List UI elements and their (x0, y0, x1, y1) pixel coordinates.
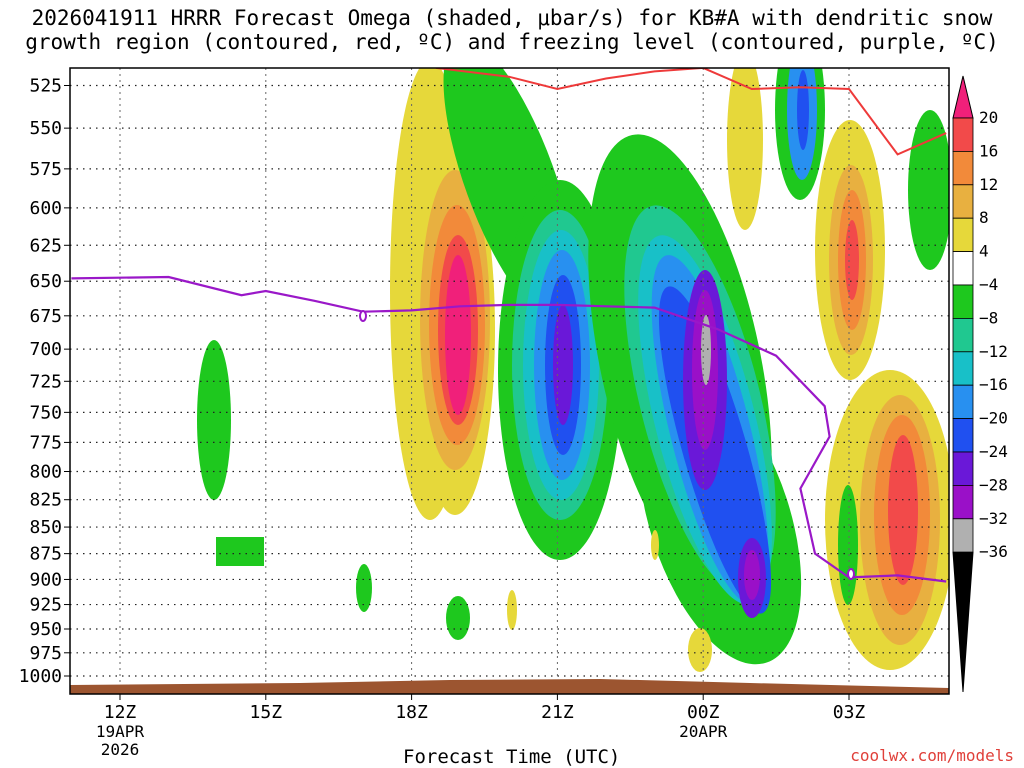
omega-cell-box (216, 537, 264, 566)
title-line-2: growth region (contoured, red, ºC) and f… (25, 30, 999, 54)
y-tick-label: 800 (29, 462, 62, 483)
grid-layer (70, 68, 949, 694)
x-tick-date: 20APR (679, 722, 728, 741)
colorbar: 20 16 12 8 4 −4 −8 −12 −16 −20 −24 −28 −32 −36 (952, 75, 1008, 693)
x-tick-date: 19APR (96, 722, 145, 741)
omega-descent-28-lower (744, 550, 760, 600)
axes-layer: 525 550 575 600 625 650 675 700 725 750 775 800 825 8… (19, 67, 950, 759)
y-tick-label: 700 (29, 339, 62, 360)
y-tick-label: 900 (29, 569, 62, 590)
y-tick-label: 925 (29, 595, 62, 616)
colorbar-bottom-cap (952, 551, 974, 693)
contour-layer (70, 68, 949, 694)
omega-cell-yellow-tiny (651, 530, 659, 560)
omega-ascent-late-upper-16 (845, 220, 859, 300)
omega-cell-03Z (838, 485, 858, 605)
x-axis-label: Forecast Time (UTC) (403, 746, 621, 768)
omega-shading-layer (197, 68, 949, 672)
colorbar-label: −8 (979, 308, 998, 327)
colorbar-label: −28 (979, 475, 1008, 494)
y-tick-label: 675 (29, 306, 62, 327)
omega-cell-17Z (356, 564, 372, 612)
y-tick-label: 575 (29, 159, 62, 180)
colorbar-swatch (952, 150, 974, 186)
colorbar-swatch (952, 351, 974, 386)
omega-ascent-upper-strip (727, 68, 763, 230)
colorbar-swatch (952, 484, 974, 520)
y-tick-label: 950 (29, 619, 62, 640)
y-tick-label: 1000 (19, 666, 62, 687)
colorbar-swatch (952, 284, 974, 319)
colorbar-label: −20 (979, 409, 1008, 428)
y-tick-label: 775 (29, 432, 62, 453)
omega-cell-14Z (197, 340, 231, 500)
freezing-level-label-marker-2 (847, 568, 855, 580)
y-tick-label: 625 (29, 235, 62, 256)
colorbar-label: 8 (979, 208, 989, 227)
y-tick-label: 600 (29, 198, 62, 219)
y-tick-label: 725 (29, 371, 62, 392)
colorbar-swatch (952, 384, 974, 420)
colorbar-swatch (952, 184, 974, 219)
x-tick-year: 2026 (101, 740, 140, 759)
colorbar-label: −32 (979, 509, 1008, 528)
x-tick-label: 15Z (250, 702, 283, 723)
freezing-level-contour (71, 275, 947, 583)
x-tick-label: 00Z (687, 702, 720, 723)
colorbar-label: −36 (979, 542, 1008, 561)
y-tick-label: 650 (29, 271, 62, 292)
colorbar-label: −24 (979, 442, 1008, 461)
colorbar-label: 20 (979, 108, 998, 127)
colorbar-label: −12 (979, 342, 1008, 361)
dgz-contour-red (435, 68, 947, 156)
colorbar-swatch (952, 317, 974, 353)
y-tick-label: 525 (29, 76, 62, 97)
x-tick-label: 21Z (541, 702, 574, 723)
omega-descent-right-edge (908, 110, 949, 270)
chart-title: 2026041911 HRRR Forecast Omega (shaded, … (0, 6, 1024, 54)
y-tick-label: 875 (29, 544, 62, 565)
y-tick-label: 750 (29, 402, 62, 423)
colorbar-swatch (952, 251, 974, 286)
colorbar-swatch (952, 451, 974, 486)
omega-ascent-20 (445, 255, 471, 415)
y-tick-label: 550 (29, 118, 62, 139)
omega-cell-yellow-small (507, 590, 517, 630)
colorbar-swatch (952, 518, 974, 553)
omega-cell-19Z (446, 596, 470, 640)
colorbar-label: 4 (979, 242, 989, 261)
colorbar-label: −4 (979, 275, 998, 294)
x-tick-label: 18Z (395, 702, 428, 723)
omega-cell-yellow-low (688, 628, 712, 672)
colorbar-label: −16 (979, 375, 1008, 394)
y-tick-label: 825 (29, 490, 62, 511)
colorbar-label: 16 (979, 141, 998, 160)
omega-descent-24-21Z (553, 305, 573, 425)
colorbar-top-cap (952, 75, 974, 119)
y-tick-label: 975 (29, 643, 62, 664)
colorbar-label: 12 (979, 175, 998, 194)
x-tick-label: 12Z (104, 702, 137, 723)
colorbar-swatch (952, 117, 974, 152)
omega-descent-upper-20 (797, 70, 809, 150)
freezing-level-label-marker (359, 310, 367, 322)
terrain-strip (70, 679, 949, 694)
omega-ascent-late-16 (888, 435, 918, 585)
colorbar-swatch (952, 217, 974, 252)
title-line-1: 2026041911 HRRR Forecast Omega (shaded, … (31, 6, 993, 30)
colorbar-swatch (952, 418, 974, 453)
y-tick-label: 850 (29, 517, 62, 538)
x-tick-label: 03Z (833, 702, 866, 723)
credit-text: coolwx.com/models (850, 746, 1014, 765)
